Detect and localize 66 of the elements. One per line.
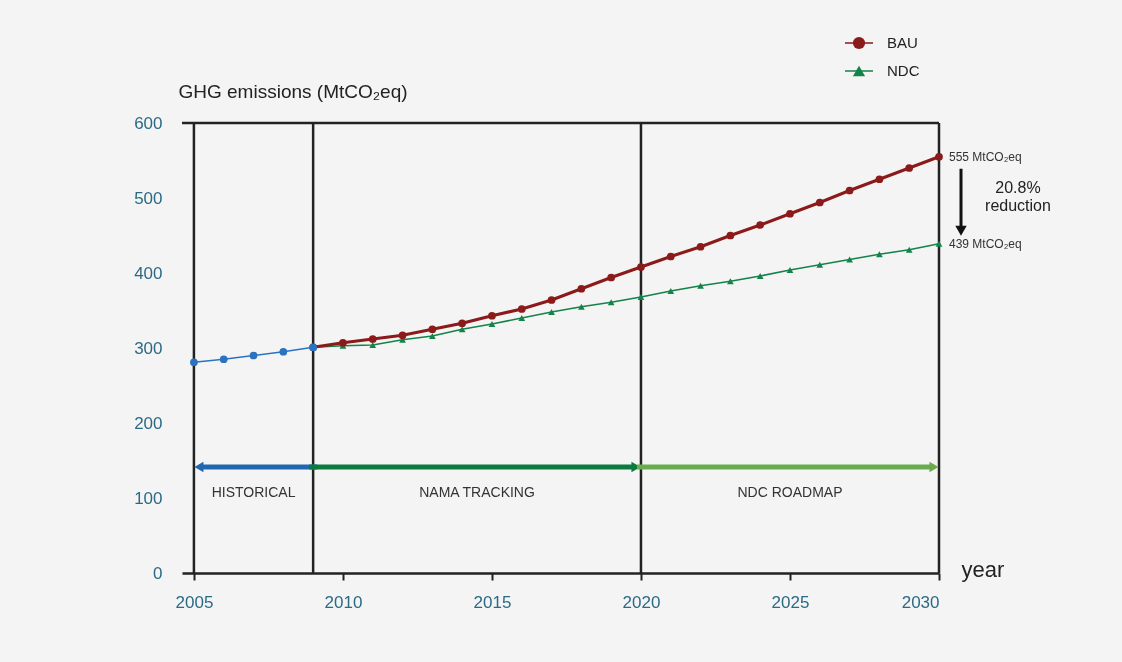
x-tick-label: 2010 <box>324 592 363 612</box>
point <box>488 321 496 327</box>
y-tick-label: 600 <box>134 113 163 133</box>
point <box>666 252 675 261</box>
point <box>905 246 913 253</box>
point <box>845 186 854 195</box>
point <box>548 309 555 315</box>
point <box>816 261 824 268</box>
y-tick-label: 300 <box>134 338 163 358</box>
y-tick-label: 100 <box>134 488 163 508</box>
x-tick-label: 2025 <box>771 592 810 612</box>
point <box>815 198 824 207</box>
annotation: NAMA TRACKING <box>419 484 535 500</box>
x-tick-label: 2015 <box>473 592 512 612</box>
point <box>607 273 616 282</box>
point <box>786 267 794 273</box>
annotation: 555 MtCO₂eq <box>949 149 1022 164</box>
point <box>219 355 228 364</box>
point <box>368 335 377 343</box>
point <box>726 231 735 240</box>
x-tick-label: 2005 <box>175 592 214 612</box>
y-tick-label: 400 <box>134 263 163 283</box>
x-axis-title: year <box>961 556 1005 582</box>
point <box>756 273 764 279</box>
point <box>935 240 943 247</box>
point <box>369 342 377 348</box>
point <box>577 284 586 293</box>
point <box>517 305 526 313</box>
annotation: NDC ROADMAP <box>737 484 843 500</box>
point <box>876 251 883 258</box>
point <box>518 315 526 321</box>
point <box>428 333 436 339</box>
x-tick-label: 2020 <box>622 592 661 612</box>
point <box>637 294 645 300</box>
point <box>458 326 466 333</box>
point <box>190 358 198 367</box>
point <box>398 331 407 340</box>
y-tick-label: 0 <box>153 563 163 583</box>
legend-label: NDC <box>887 62 920 79</box>
point <box>637 263 645 271</box>
y-tick-label: 200 <box>134 413 163 433</box>
point <box>875 175 884 184</box>
y-tick-label: 500 <box>134 188 163 208</box>
text: 20.8% reduction <box>985 179 1051 215</box>
y-axis-title: GHG emissions (MtCO₂eq) <box>178 80 408 102</box>
point <box>578 303 585 310</box>
point <box>727 278 734 285</box>
legend-label: BAU <box>887 34 918 51</box>
x-tick-label: 2030 <box>901 592 940 612</box>
point <box>279 347 288 356</box>
point <box>428 325 437 334</box>
annotation: HISTORICAL <box>211 484 296 500</box>
point <box>547 296 556 304</box>
point <box>488 311 496 320</box>
point <box>786 209 794 218</box>
point <box>339 338 347 347</box>
annotation: 439 MtCO₂eq <box>949 236 1022 251</box>
point <box>756 221 765 229</box>
point <box>697 282 704 289</box>
point <box>935 152 943 161</box>
point <box>249 351 258 360</box>
point <box>458 319 467 328</box>
point <box>607 299 615 306</box>
point <box>905 164 914 172</box>
point <box>696 242 705 251</box>
point <box>667 288 675 294</box>
